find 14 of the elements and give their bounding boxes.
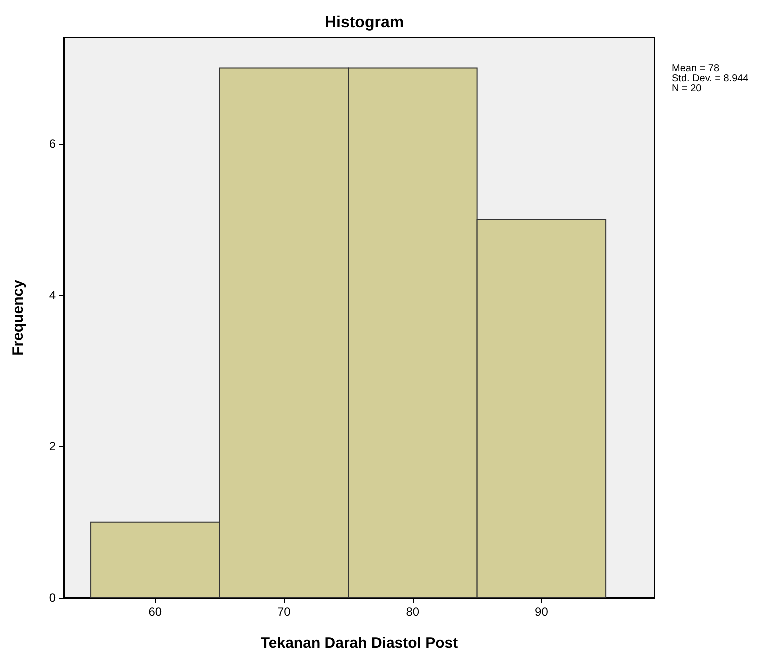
x-tick-label: 80 xyxy=(406,605,420,619)
text: Mean = 78 xyxy=(672,64,720,74)
y-tick-label: 4 xyxy=(49,288,56,302)
x-tick-label: 70 xyxy=(277,605,292,619)
text: N = 20 xyxy=(672,84,702,94)
chart-title: Histogram xyxy=(324,14,404,32)
y-axis-title: Frequency xyxy=(10,279,27,356)
y-tick-label: 0 xyxy=(49,591,56,605)
y-tick-label: 2 xyxy=(49,440,56,454)
x-axis-title: Tekanan Darah Diastol Post xyxy=(260,635,458,652)
text: Std. Dev. = 8.944 xyxy=(672,74,750,84)
y-tick-label: 6 xyxy=(49,136,56,151)
x-tick-label: 60 xyxy=(148,605,162,619)
x-tick-label: 90 xyxy=(535,605,549,619)
